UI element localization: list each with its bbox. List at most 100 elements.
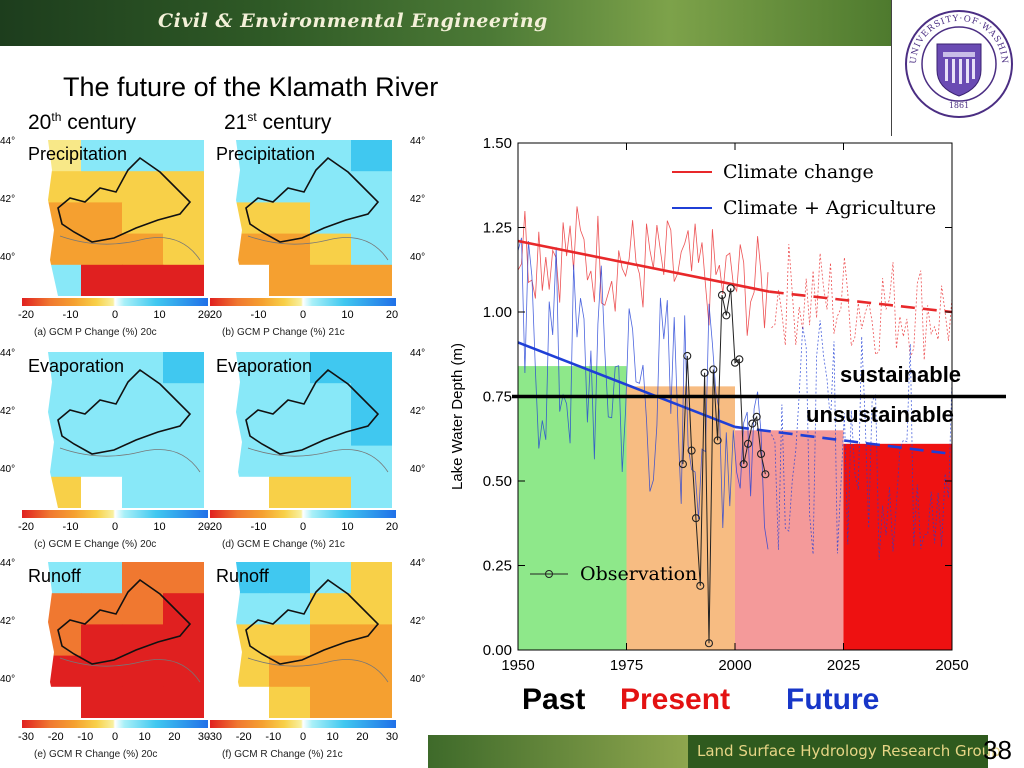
y-tick-label: 0.50 [483,473,512,490]
map-variable-label: Precipitation [28,144,128,164]
observation-point [756,449,766,459]
future-label: Future [786,683,880,716]
gcm-map [228,562,392,718]
observation-point [752,412,761,421]
observation-point [683,351,692,360]
colorbar [22,720,208,728]
past-label: Past [522,683,586,716]
header-banner: Civil & Environmental Engineering [0,0,892,46]
observation-point [726,284,735,293]
map-variable-label: Evaporation [28,356,125,376]
y-tick-label: 1.25 [483,220,512,237]
colorbar-tick: -10 [62,521,79,533]
observation-point [696,581,705,590]
colorbar-tick: 0 [299,309,307,321]
colorbar-tick: 30 [197,731,211,743]
map-caption: (a) GCM P Change (%) 20c [34,327,157,338]
header-divider [891,0,892,136]
map-caption: (c) GCM E Change (%) 20c [34,539,157,550]
footer-group-name: Land Surface Hydrology Research Group [697,742,1001,760]
colorbar-tick: 20 [168,731,181,743]
zone-bar [843,443,952,650]
observation-point [748,419,757,428]
gcm-map [228,140,392,296]
present-label: Present [620,683,731,716]
colorbar-tick: 10 [326,731,339,743]
climate-agriculture-projection [771,320,953,561]
legend-label: Climate + Agriculture [723,197,936,219]
x-tick-label: 1950 [501,657,534,674]
gcm-map [40,562,204,718]
y-tick-label: 0.25 [483,558,512,575]
latitude-label: 44° [0,136,16,147]
x-tick-label: 1975 [610,657,643,674]
observation-point [761,470,770,479]
page-number: 38 [983,735,1012,765]
gcm-map [40,140,204,296]
colorbar-tick: 0 [299,521,307,533]
y-tick-label: 1.00 [483,304,512,321]
y-axis-label: Lake Water Depth (m) [449,343,466,490]
colorbar-tick: 20 [197,521,211,533]
climate-agriculture-series [517,237,769,550]
observation-point [691,514,700,523]
latitude-label: 40° [0,464,16,475]
colorbar-tick: 10 [153,521,166,533]
map-caption: (b) GCM P Change (%) 21c [222,327,345,338]
colorbar-tick: 20 [356,731,369,743]
gcm-map [228,352,392,508]
colorbar-tick: 30 [385,731,399,743]
university-seal-logo: UNIVERSITY·OF·WASHINGTON 1861 [903,8,1013,118]
latitude-label: 42° [410,194,426,205]
observation-point [713,436,722,445]
column-heading-21st: 21st century [224,110,332,134]
latitude-label: 44° [410,558,426,569]
colorbar-tick: -30 [18,731,34,743]
agriculture-trend-line [517,341,736,429]
colorbar-tick: -20 [206,309,222,321]
map-variable-label: Precipitation [216,144,316,164]
latitude-label: 40° [0,252,16,263]
zone-bar [626,386,735,650]
latitude-label: 40° [410,674,426,685]
x-tick-label: 2025 [827,657,860,674]
observation-point [704,639,714,648]
gcm-map [40,352,204,508]
colorbar-tick: 10 [138,731,151,743]
legend-label: Observation [580,563,697,585]
x-tick-label: 2000 [718,657,751,674]
colorbar-tick: -20 [206,521,222,533]
y-tick-label: 0.75 [483,389,512,406]
climate-change-series [517,206,769,336]
latitude-label: 40° [410,464,426,475]
colorbar-tick: 10 [341,309,354,321]
zone-bar [735,430,844,650]
colorbar-tick: 10 [341,521,354,533]
latitude-label: 44° [0,558,16,569]
observation-point [717,291,727,300]
observation-point [739,460,748,469]
lake-depth-chart: 0.00 0.25 0.50 0.75 1.00 1.25 1.50 1950 1975 2000… [449,135,1006,674]
observation-point [743,439,753,448]
y-tick-label: 1.50 [483,135,512,152]
colorbar-tick: 20 [197,309,211,321]
colorbar-tick: -10 [77,731,94,743]
colorbar [210,298,396,306]
observation-point [735,355,744,364]
latitude-label: 44° [410,348,426,359]
svg-text:1861: 1861 [949,101,969,110]
latitude-label: 40° [0,674,16,685]
latitude-label: 44° [0,348,16,359]
latitude-label: 42° [0,616,16,627]
colorbar-tick: 0 [299,731,307,743]
colorbar [22,510,208,518]
climate-change-projection [771,244,953,360]
colorbar-tick: -20 [235,731,252,743]
climate-trend-line [517,239,770,293]
colorbar-tick: -20 [47,731,64,743]
map-variable-label: Runoff [216,566,269,586]
observation-point [678,460,687,469]
unsustainable-label: unsustainable [806,402,954,427]
legend-marker [545,570,553,578]
latitude-label: 42° [410,406,426,417]
